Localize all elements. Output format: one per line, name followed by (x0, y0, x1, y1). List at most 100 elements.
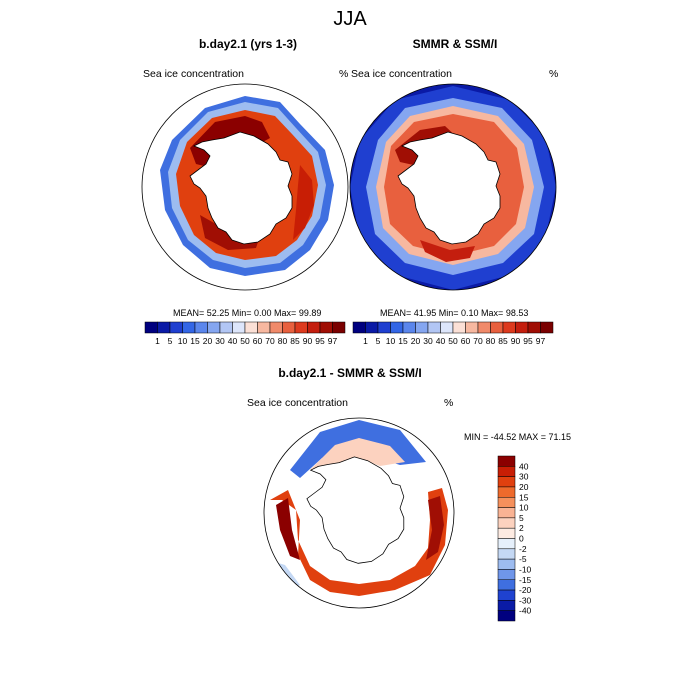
colorbar-tick-label: 2 (519, 523, 524, 533)
colorbar-swatch (465, 321, 479, 334)
colorbar-tick-label: 30 (423, 336, 433, 346)
colorbar-swatch (502, 321, 516, 334)
colorbar-swatch (257, 321, 271, 334)
colorbar-tick-label: 20 (519, 482, 529, 492)
colorbar-tick-label: 15 (190, 336, 200, 346)
colorbar-tick-label: 15 (398, 336, 408, 346)
colorbar-tick-label: 40 (228, 336, 238, 346)
colorbar-tick-label: 50 (448, 336, 458, 346)
colorbar-swatch (282, 321, 296, 334)
panel-3-map (263, 417, 455, 609)
panel-1-stats: MEAN= 52.25 Min= 0.00 Max= 99.89 (173, 308, 322, 318)
colorbar-swatch (269, 321, 283, 334)
colorbar-swatch (497, 538, 516, 550)
colorbar-tick-label: 90 (511, 336, 521, 346)
colorbar-tick-label: -30 (519, 595, 532, 605)
colorbar-swatch (527, 321, 541, 334)
colorbar-swatch (390, 321, 404, 334)
colorbar-tick-label: -2 (519, 544, 527, 554)
colorbar-tick-label: -40 (519, 606, 532, 616)
colorbar-tick-label: 60 (461, 336, 471, 346)
colorbar-swatch (219, 321, 233, 334)
colorbar-tick-label: 70 (265, 336, 275, 346)
figure-title: JJA (333, 8, 367, 30)
colorbar-swatch (244, 321, 258, 334)
colorbar-swatch (490, 321, 504, 334)
colorbar-swatch (452, 321, 466, 334)
panel-3-units: % (444, 397, 454, 409)
colorbar-swatch (352, 321, 366, 334)
colorbar-tick-label: 95 (523, 336, 533, 346)
colorbar-tick-label: -10 (519, 564, 532, 574)
panel-2-units: % (549, 68, 559, 80)
colorbar-tick-label: 1 (155, 336, 160, 346)
colorbar-tick-label: 20 (411, 336, 421, 346)
colorbar-swatch (497, 548, 516, 560)
colorbar-tick-label: 50 (240, 336, 250, 346)
colorbar-swatch (169, 321, 183, 334)
colorbar-swatch (497, 455, 516, 467)
colorbar-swatch (365, 321, 379, 334)
colorbar-tick-label: 15 (519, 492, 529, 502)
colorbar-tick-label: 70 (473, 336, 483, 346)
colorbar-swatch (497, 507, 516, 519)
panel-2-stats: MEAN= 41.95 Min= 0.10 Max= 98.53 (380, 308, 529, 318)
colorbar-swatch (497, 569, 516, 580)
colorbar-swatch (194, 321, 208, 334)
panel-1-title: b.day2.1 (yrs 1-3) (198, 37, 298, 51)
colorbar-tick-label: 97 (536, 336, 546, 346)
colorbar-swatch (415, 321, 429, 334)
panel-1-units: % (339, 68, 349, 80)
colorbar-tick-label: 90 (303, 336, 313, 346)
colorbar-tick-label: 60 (253, 336, 263, 346)
colorbar-swatch (144, 321, 158, 334)
colorbar-swatch (497, 486, 516, 498)
colorbar-swatch (377, 321, 391, 334)
colorbar-tick-label: -5 (519, 554, 527, 564)
colorbar-swatch (497, 466, 516, 477)
colorbar-tick-label: 85 (290, 336, 300, 346)
colorbar-swatch (440, 321, 454, 334)
colorbar-swatch (294, 321, 308, 334)
colorbar-swatch (497, 600, 516, 611)
colorbar-swatch (497, 476, 516, 488)
colorbar-tick-label: 1 (363, 336, 368, 346)
colorbar-swatch (182, 321, 196, 334)
panel-2-map (349, 83, 557, 291)
colorbar-swatch (319, 321, 333, 334)
colorbar-tick-label: 10 (178, 336, 188, 346)
colorbar-swatch (157, 321, 171, 334)
colorbar-tick-label: 80 (486, 336, 496, 346)
colorbar-tick-label: 20 (203, 336, 213, 346)
colorbar-swatch (540, 321, 554, 334)
panel-3-variable: Sea ice concentration (247, 397, 348, 409)
colorbar-swatch (477, 321, 491, 334)
panel-2-title: SMMR & SSM/I (412, 37, 498, 51)
panel-3-stats: MIN = -44.52 MAX = 71.15 (464, 432, 572, 442)
panel-3-title: b.day2.1 - SMMR & SSM/I (278, 366, 422, 380)
colorbar-tick-label: 95 (315, 336, 325, 346)
colorbar-tick-label: 5 (519, 513, 524, 523)
colorbar-tick-label: 5 (168, 336, 173, 346)
panel-1-variable: Sea ice concentration (143, 68, 244, 80)
colorbar-swatch (332, 321, 346, 334)
colorbar-swatch (497, 589, 516, 601)
colorbar-tick-label: -20 (519, 585, 532, 595)
colorbar-swatch (307, 321, 321, 334)
colorbar-tick-label: 85 (498, 336, 508, 346)
colorbar-swatch (427, 321, 441, 334)
colorbar-swatch (497, 497, 516, 508)
colorbar-tick-label: 10 (519, 503, 529, 513)
colorbar-swatch (402, 321, 416, 334)
colorbar-swatch (207, 321, 221, 334)
panel-1-map (141, 83, 349, 291)
colorbar-tick-label: 10 (386, 336, 396, 346)
panel-2-variable: Sea ice concentration (351, 68, 452, 80)
colorbar-swatch (497, 610, 516, 622)
colorbar-tick-label: 40 (436, 336, 446, 346)
colorbar-swatch (515, 321, 529, 334)
colorbar-tick-label: 5 (376, 336, 381, 346)
colorbar-swatch (497, 579, 516, 591)
colorbar-swatch (232, 321, 246, 334)
